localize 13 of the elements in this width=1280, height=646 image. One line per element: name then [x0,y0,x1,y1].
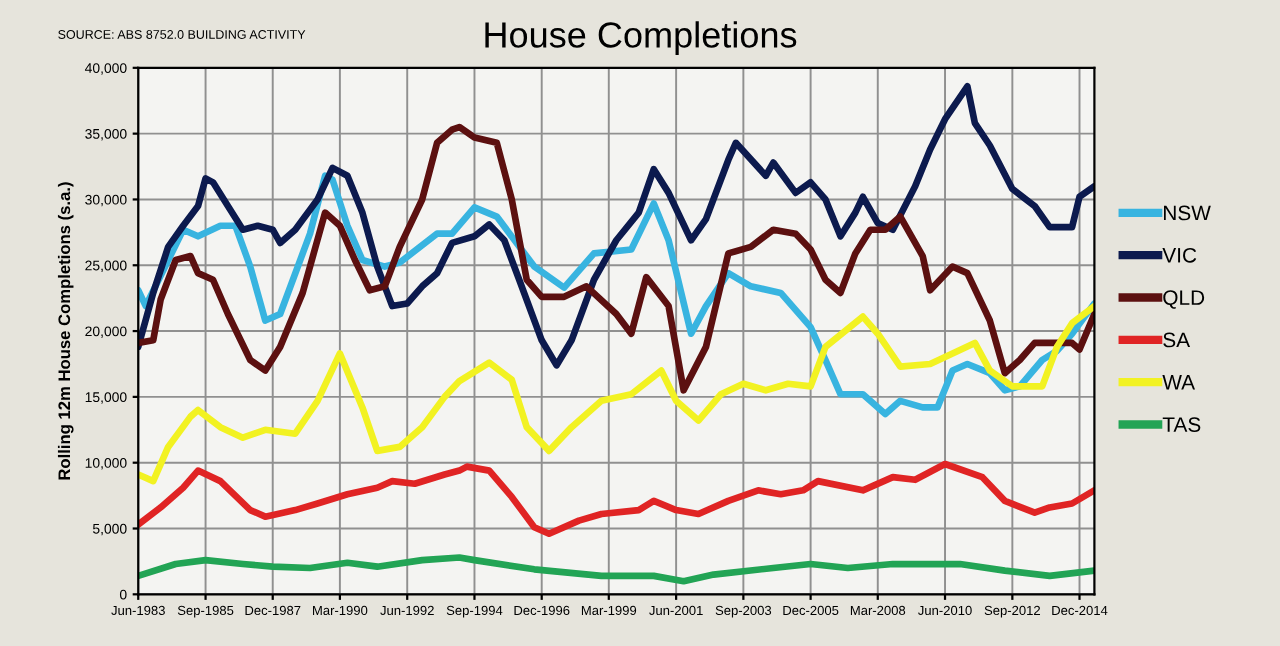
legend-label: WA [1162,375,1196,390]
legend-label: NSW [1164,205,1211,221]
legend-label: VIC [1162,247,1197,263]
line-series [138,460,1095,538]
legend-label: TAS [1162,417,1201,432]
chart-title: House Completions [485,21,797,55]
legend-label: SA [1163,332,1191,348]
line-series [138,302,1095,485]
legend-label: QLD [1163,290,1205,309]
line-series [138,123,1095,394]
y-axis-title: Rolling 12m House Completions (s.a.) [57,182,74,480]
line-series [138,554,1095,585]
line-series [138,82,1095,369]
